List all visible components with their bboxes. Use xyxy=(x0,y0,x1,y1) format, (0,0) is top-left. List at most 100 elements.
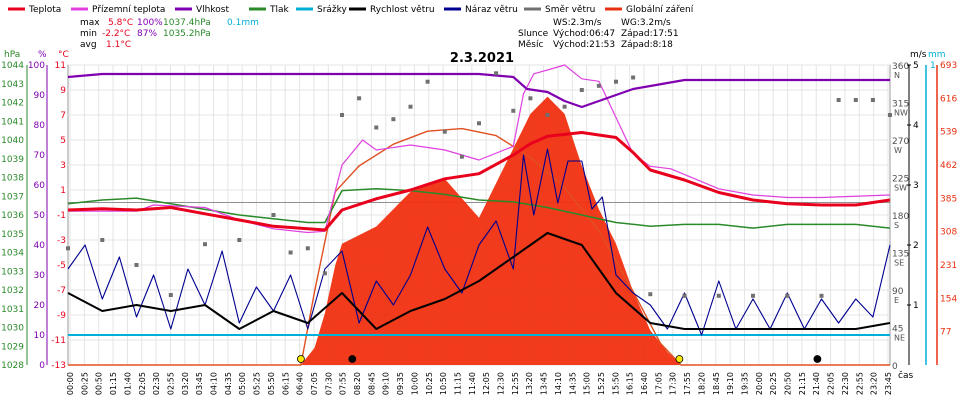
precip-axis-unit: mm xyxy=(928,50,946,60)
x-tick-label: 05:50 xyxy=(267,372,276,395)
x-tick-label: 15:00 xyxy=(583,372,592,395)
sunset-time: Západ:17:51 xyxy=(621,29,679,39)
series-globalni-zareni xyxy=(68,96,890,365)
legend-label-prizemni-teplota: Přízemní teplota xyxy=(92,5,165,15)
x-tick-label: 11:15 xyxy=(453,372,462,395)
x-tick-label: 10:25 xyxy=(425,372,434,395)
wind-direction-point xyxy=(579,88,584,92)
pressure-axis-unit: hPa xyxy=(4,50,20,60)
sunrise-time: Východ:06:47 xyxy=(553,29,615,39)
radiation-tick-label: 385 xyxy=(940,194,957,204)
sun-moon-info: WS:2.3m/s WG:3.2m/s Slunce Východ:06:47 … xyxy=(518,18,679,50)
wind-direction-tick-label: 360 xyxy=(892,62,909,72)
humidity-axis-unit: % xyxy=(38,50,47,60)
wind-direction-point xyxy=(614,79,618,84)
stat-min-label: min xyxy=(80,29,97,39)
legend: Teplota Přízemní teplota Vlhkost Tlak Srážky… xyxy=(8,5,694,15)
radiation-tick-label: 231 xyxy=(940,261,957,271)
wind-direction-point xyxy=(288,250,293,255)
pressure-tick-label: 1044 xyxy=(1,61,24,71)
wind-direction-point xyxy=(545,113,550,117)
x-tick-label: 01:40 xyxy=(123,372,132,395)
wind-direction-point xyxy=(66,246,70,251)
radiation-tick-label: 462 xyxy=(940,161,957,171)
wind-direction-compass-label: NW xyxy=(894,109,908,118)
x-tick-label: 16:40 xyxy=(640,372,649,395)
pressure-tick-label: 1036 xyxy=(1,211,24,221)
temperature-tick-label: 3 xyxy=(60,161,66,171)
wind-gust-max: WG:3.2m/s xyxy=(621,18,671,28)
radiation-tick-label: 693 xyxy=(940,61,957,71)
wind-direction-point xyxy=(168,293,173,297)
wind-direction-point xyxy=(596,83,601,88)
x-tick-label: 03:20 xyxy=(181,372,190,395)
wind-direction-compass-label: N xyxy=(894,71,900,80)
x-tick-label: 17:05 xyxy=(654,372,663,395)
x-tick-label: 00:00 xyxy=(66,372,75,395)
x-tick-label: 02:05 xyxy=(138,372,147,395)
x-tick-label: 06:40 xyxy=(296,372,305,395)
legend-label-smer-vetru: Směr větru xyxy=(545,5,595,15)
x-tick-label: 20:25 xyxy=(769,372,778,395)
stat-avg-temp: 1.1°C xyxy=(106,40,131,50)
stat-min-press: 1035.2hPa xyxy=(163,29,211,39)
moon-label: Měsíc xyxy=(518,40,543,50)
wind-direction-point xyxy=(305,246,310,251)
series-tlak xyxy=(67,187,891,229)
moonrise-time: Východ:21:53 xyxy=(553,40,615,50)
humidity-tick-label: 70 xyxy=(34,151,46,161)
pressure-tick-label: 1042 xyxy=(1,99,24,109)
legend-label-srazky: Srážky xyxy=(317,5,348,15)
stat-min-hum: 87% xyxy=(137,29,157,39)
wind-direction-point xyxy=(751,293,755,298)
pressure-tick-label: 1041 xyxy=(1,117,24,127)
wind-direction-point xyxy=(100,238,105,242)
wind-direction-tick-label: 180 xyxy=(892,212,909,222)
pressure-tick-label: 1033 xyxy=(1,267,24,277)
wind-direction-point xyxy=(888,113,892,117)
pressure-tick-label: 1038 xyxy=(1,174,24,184)
humidity-tick-label: 0 xyxy=(39,361,45,371)
x-tick-label: 20:00 xyxy=(755,372,764,395)
x-tick-label: 18:20 xyxy=(697,372,706,395)
x-tick-label: 12:05 xyxy=(482,372,491,395)
marker-zapad-mesice xyxy=(348,355,357,363)
series-prizemni-teplota xyxy=(68,64,891,234)
x-tick-label: 11:40 xyxy=(468,372,477,395)
wind-direction-point xyxy=(511,108,516,113)
x-tick-label: 02:30 xyxy=(152,372,161,395)
wind-direction-compass-label: S xyxy=(894,221,899,230)
x-tick-label: 04:10 xyxy=(210,372,219,395)
wind-speed-tick-label: 5 xyxy=(913,61,919,71)
precip-tick-label: 1 xyxy=(930,61,936,71)
pressure-tick-label: 1040 xyxy=(1,136,24,146)
wind-direction-compass-label: SE xyxy=(894,259,904,268)
radiation-tick-label: 77 xyxy=(940,328,951,338)
wind-direction-point xyxy=(408,104,413,109)
temperature-tick-label: -3 xyxy=(57,236,66,246)
x-tick-label: 17:55 xyxy=(683,372,692,395)
x-tick-label: 19:10 xyxy=(726,372,735,395)
pressure-tick-label: 1029 xyxy=(1,342,24,352)
pressure-tick-label: 1037 xyxy=(1,192,24,202)
temperature-tick-label: -1 xyxy=(57,211,66,221)
wind-direction-point xyxy=(477,121,481,126)
x-tick-label: 15:25 xyxy=(597,372,606,395)
pressure-tick-label: 1032 xyxy=(1,286,24,296)
legend-label-tlak: Tlak xyxy=(269,5,290,15)
temperature-axis-unit: °C xyxy=(58,50,69,60)
radiation-tick-label: 308 xyxy=(940,228,957,238)
wind-direction-point xyxy=(785,293,790,298)
x-tick-label: 15:50 xyxy=(611,372,620,395)
wind-speed-avg: WS:2.3m/s xyxy=(553,18,602,28)
x-tick-label: 20:50 xyxy=(784,372,793,395)
x-tick-label: 14:35 xyxy=(568,372,577,395)
pressure-tick-label: 1030 xyxy=(1,324,24,334)
wind-direction-point xyxy=(237,238,242,242)
wind-direction-point xyxy=(494,71,499,76)
wind-direction-point xyxy=(682,293,687,298)
legend-label-naraz-vetru: Náraz větru xyxy=(465,5,518,15)
x-tick-label: 12:30 xyxy=(497,372,506,395)
x-tick-label: 22:55 xyxy=(855,372,864,395)
wind-direction-point xyxy=(357,96,362,101)
